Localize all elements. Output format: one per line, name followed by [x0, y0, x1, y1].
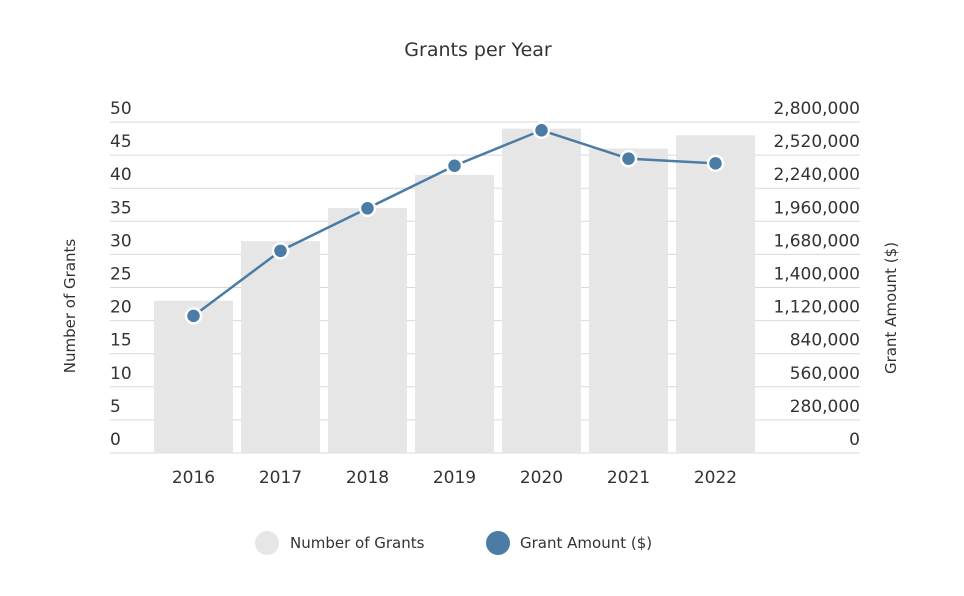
x-tick-label: 2021 [607, 468, 650, 488]
bar-2016[interactable] [154, 300, 233, 453]
left-tick-label: 5 [110, 397, 121, 417]
x-tick-label: 2016 [172, 468, 215, 488]
left-tick-label: 0 [110, 430, 121, 450]
left-tick-label: 30 [110, 231, 132, 251]
right-tick-label: 2,800,000 [773, 99, 860, 119]
right-tick-label: 1,960,000 [773, 198, 860, 218]
right-tick-label: 840,000 [790, 331, 860, 351]
right-tick-label: 1,120,000 [773, 298, 860, 318]
legend-marker-grant-amount[interactable] [486, 531, 510, 555]
point-2018[interactable] [358, 199, 377, 218]
x-tick-label: 2017 [259, 468, 302, 488]
x-axis-ticks: 2016 2017 2018 2019 2020 2021 2022 [172, 468, 737, 488]
left-tick-label: 50 [110, 99, 132, 119]
x-tick-label: 2018 [346, 468, 389, 488]
right-axis-ticks: 0 280,000 560,000 840,000 1,120,000 1,400,000… [773, 99, 860, 450]
right-tick-label: 0 [849, 430, 860, 450]
left-tick-label: 20 [110, 298, 132, 318]
right-axis-title: Grant Amount ($) [882, 242, 900, 374]
point-2016[interactable] [184, 307, 203, 325]
point-2022[interactable] [706, 154, 725, 173]
line-series [184, 121, 725, 325]
bar-2021[interactable] [589, 148, 668, 454]
x-tick-label: 2022 [694, 468, 737, 488]
left-tick-label: 35 [110, 198, 132, 218]
point-2021[interactable] [619, 149, 638, 168]
legend-marker-number-of-grants[interactable] [255, 531, 279, 555]
bar-2020[interactable] [502, 128, 581, 453]
point-2020[interactable] [532, 121, 551, 140]
right-tick-label: 2,240,000 [773, 165, 860, 185]
left-tick-label: 10 [110, 364, 132, 384]
left-tick-label: 45 [110, 132, 132, 152]
bar-2022[interactable] [676, 135, 755, 454]
left-axis-title: Number of Grants [61, 239, 79, 374]
bar-2019[interactable] [415, 174, 494, 453]
point-2019[interactable] [445, 156, 464, 175]
bar-series [154, 128, 755, 454]
right-tick-label: 280,000 [790, 397, 860, 417]
chart-title: Grants per Year [404, 39, 552, 61]
x-tick-label: 2020 [520, 468, 563, 488]
point-2017[interactable] [271, 242, 290, 260]
legend-label-number-of-grants[interactable]: Number of Grants [290, 534, 425, 552]
x-tick-label: 2019 [433, 468, 476, 488]
right-tick-label: 2,520,000 [773, 132, 860, 152]
bar-2017[interactable] [241, 241, 320, 453]
left-tick-label: 25 [110, 265, 132, 285]
legend[interactable]: Number of Grants Grant Amount ($) [255, 531, 652, 555]
bar-2018[interactable] [328, 208, 407, 453]
right-tick-label: 1,680,000 [773, 231, 860, 251]
right-tick-label: 560,000 [790, 364, 860, 384]
right-tick-label: 1,400,000 [773, 265, 860, 285]
left-tick-label: 40 [110, 165, 132, 185]
left-tick-label: 15 [110, 331, 132, 351]
legend-label-grant-amount[interactable]: Grant Amount ($) [520, 534, 652, 552]
left-axis-ticks: 0 5 10 15 20 25 30 35 40 45 50 [110, 99, 132, 450]
